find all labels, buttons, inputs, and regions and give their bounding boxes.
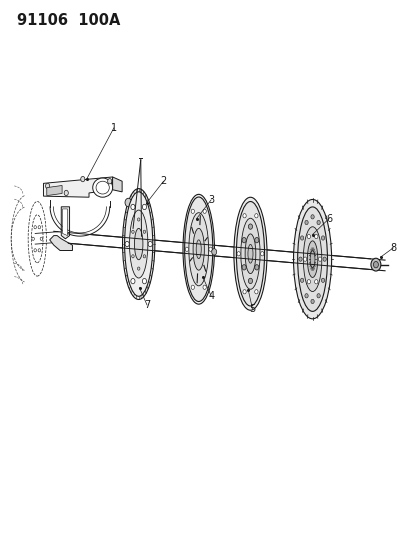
Circle shape [131,204,135,209]
Ellipse shape [124,192,152,296]
Circle shape [142,278,146,284]
Circle shape [260,252,263,256]
Circle shape [314,280,317,284]
Text: 8: 8 [389,243,395,253]
Circle shape [236,252,240,256]
Circle shape [322,257,325,261]
Circle shape [306,235,310,239]
Ellipse shape [184,197,212,302]
Circle shape [310,300,313,304]
Circle shape [248,224,252,229]
Circle shape [45,183,50,189]
Text: 6: 6 [325,214,331,223]
Circle shape [185,247,188,252]
Circle shape [209,247,212,252]
Circle shape [148,241,152,247]
Circle shape [300,278,303,282]
Circle shape [143,230,145,233]
Circle shape [303,257,306,261]
Ellipse shape [303,227,321,292]
Polygon shape [50,236,72,251]
Ellipse shape [134,228,142,260]
Ellipse shape [240,218,259,289]
Circle shape [211,249,216,255]
Circle shape [131,230,134,233]
Text: 1: 1 [111,123,116,133]
Circle shape [248,278,252,284]
Ellipse shape [309,251,314,268]
Ellipse shape [122,189,154,300]
Polygon shape [47,185,62,196]
Circle shape [304,294,307,298]
Polygon shape [43,177,112,197]
Ellipse shape [293,199,331,319]
Circle shape [310,215,313,219]
Circle shape [125,198,131,207]
Ellipse shape [129,210,147,278]
Circle shape [131,255,134,258]
Circle shape [125,241,129,247]
Circle shape [81,176,85,182]
Text: 7: 7 [143,300,150,310]
Circle shape [242,289,246,294]
Polygon shape [61,207,69,239]
Circle shape [143,255,145,258]
Circle shape [254,265,258,270]
Text: 3: 3 [208,195,214,205]
Ellipse shape [183,195,214,304]
Circle shape [318,257,321,261]
Circle shape [320,236,324,240]
Circle shape [142,204,146,209]
Text: 5: 5 [249,304,255,314]
Circle shape [373,262,377,268]
Circle shape [202,209,206,213]
Circle shape [254,289,257,294]
Polygon shape [112,177,122,192]
Ellipse shape [306,241,317,277]
Circle shape [137,218,140,221]
Text: 2: 2 [160,176,166,186]
Circle shape [316,294,320,298]
Circle shape [131,278,135,284]
Circle shape [254,238,258,243]
Circle shape [202,285,206,289]
Circle shape [191,285,194,289]
Ellipse shape [244,234,255,273]
Circle shape [320,278,324,282]
Text: 4: 4 [208,291,214,301]
Circle shape [300,236,303,240]
Circle shape [242,265,246,270]
Circle shape [316,220,320,224]
Ellipse shape [236,201,264,306]
Circle shape [107,179,112,184]
Circle shape [242,214,246,218]
Polygon shape [50,207,109,236]
Ellipse shape [192,228,204,270]
Ellipse shape [93,178,112,197]
Circle shape [304,220,307,224]
Ellipse shape [247,244,252,263]
Circle shape [137,267,140,270]
Circle shape [306,280,310,284]
Polygon shape [62,209,67,236]
Circle shape [64,190,68,196]
Text: 91106  100A: 91106 100A [17,13,120,28]
Circle shape [298,257,301,261]
Circle shape [370,259,380,271]
Ellipse shape [196,240,201,259]
Ellipse shape [188,213,208,286]
Circle shape [242,238,246,243]
Ellipse shape [233,197,266,310]
Circle shape [254,214,257,218]
Ellipse shape [297,207,327,311]
Circle shape [191,209,194,213]
Circle shape [314,235,317,239]
